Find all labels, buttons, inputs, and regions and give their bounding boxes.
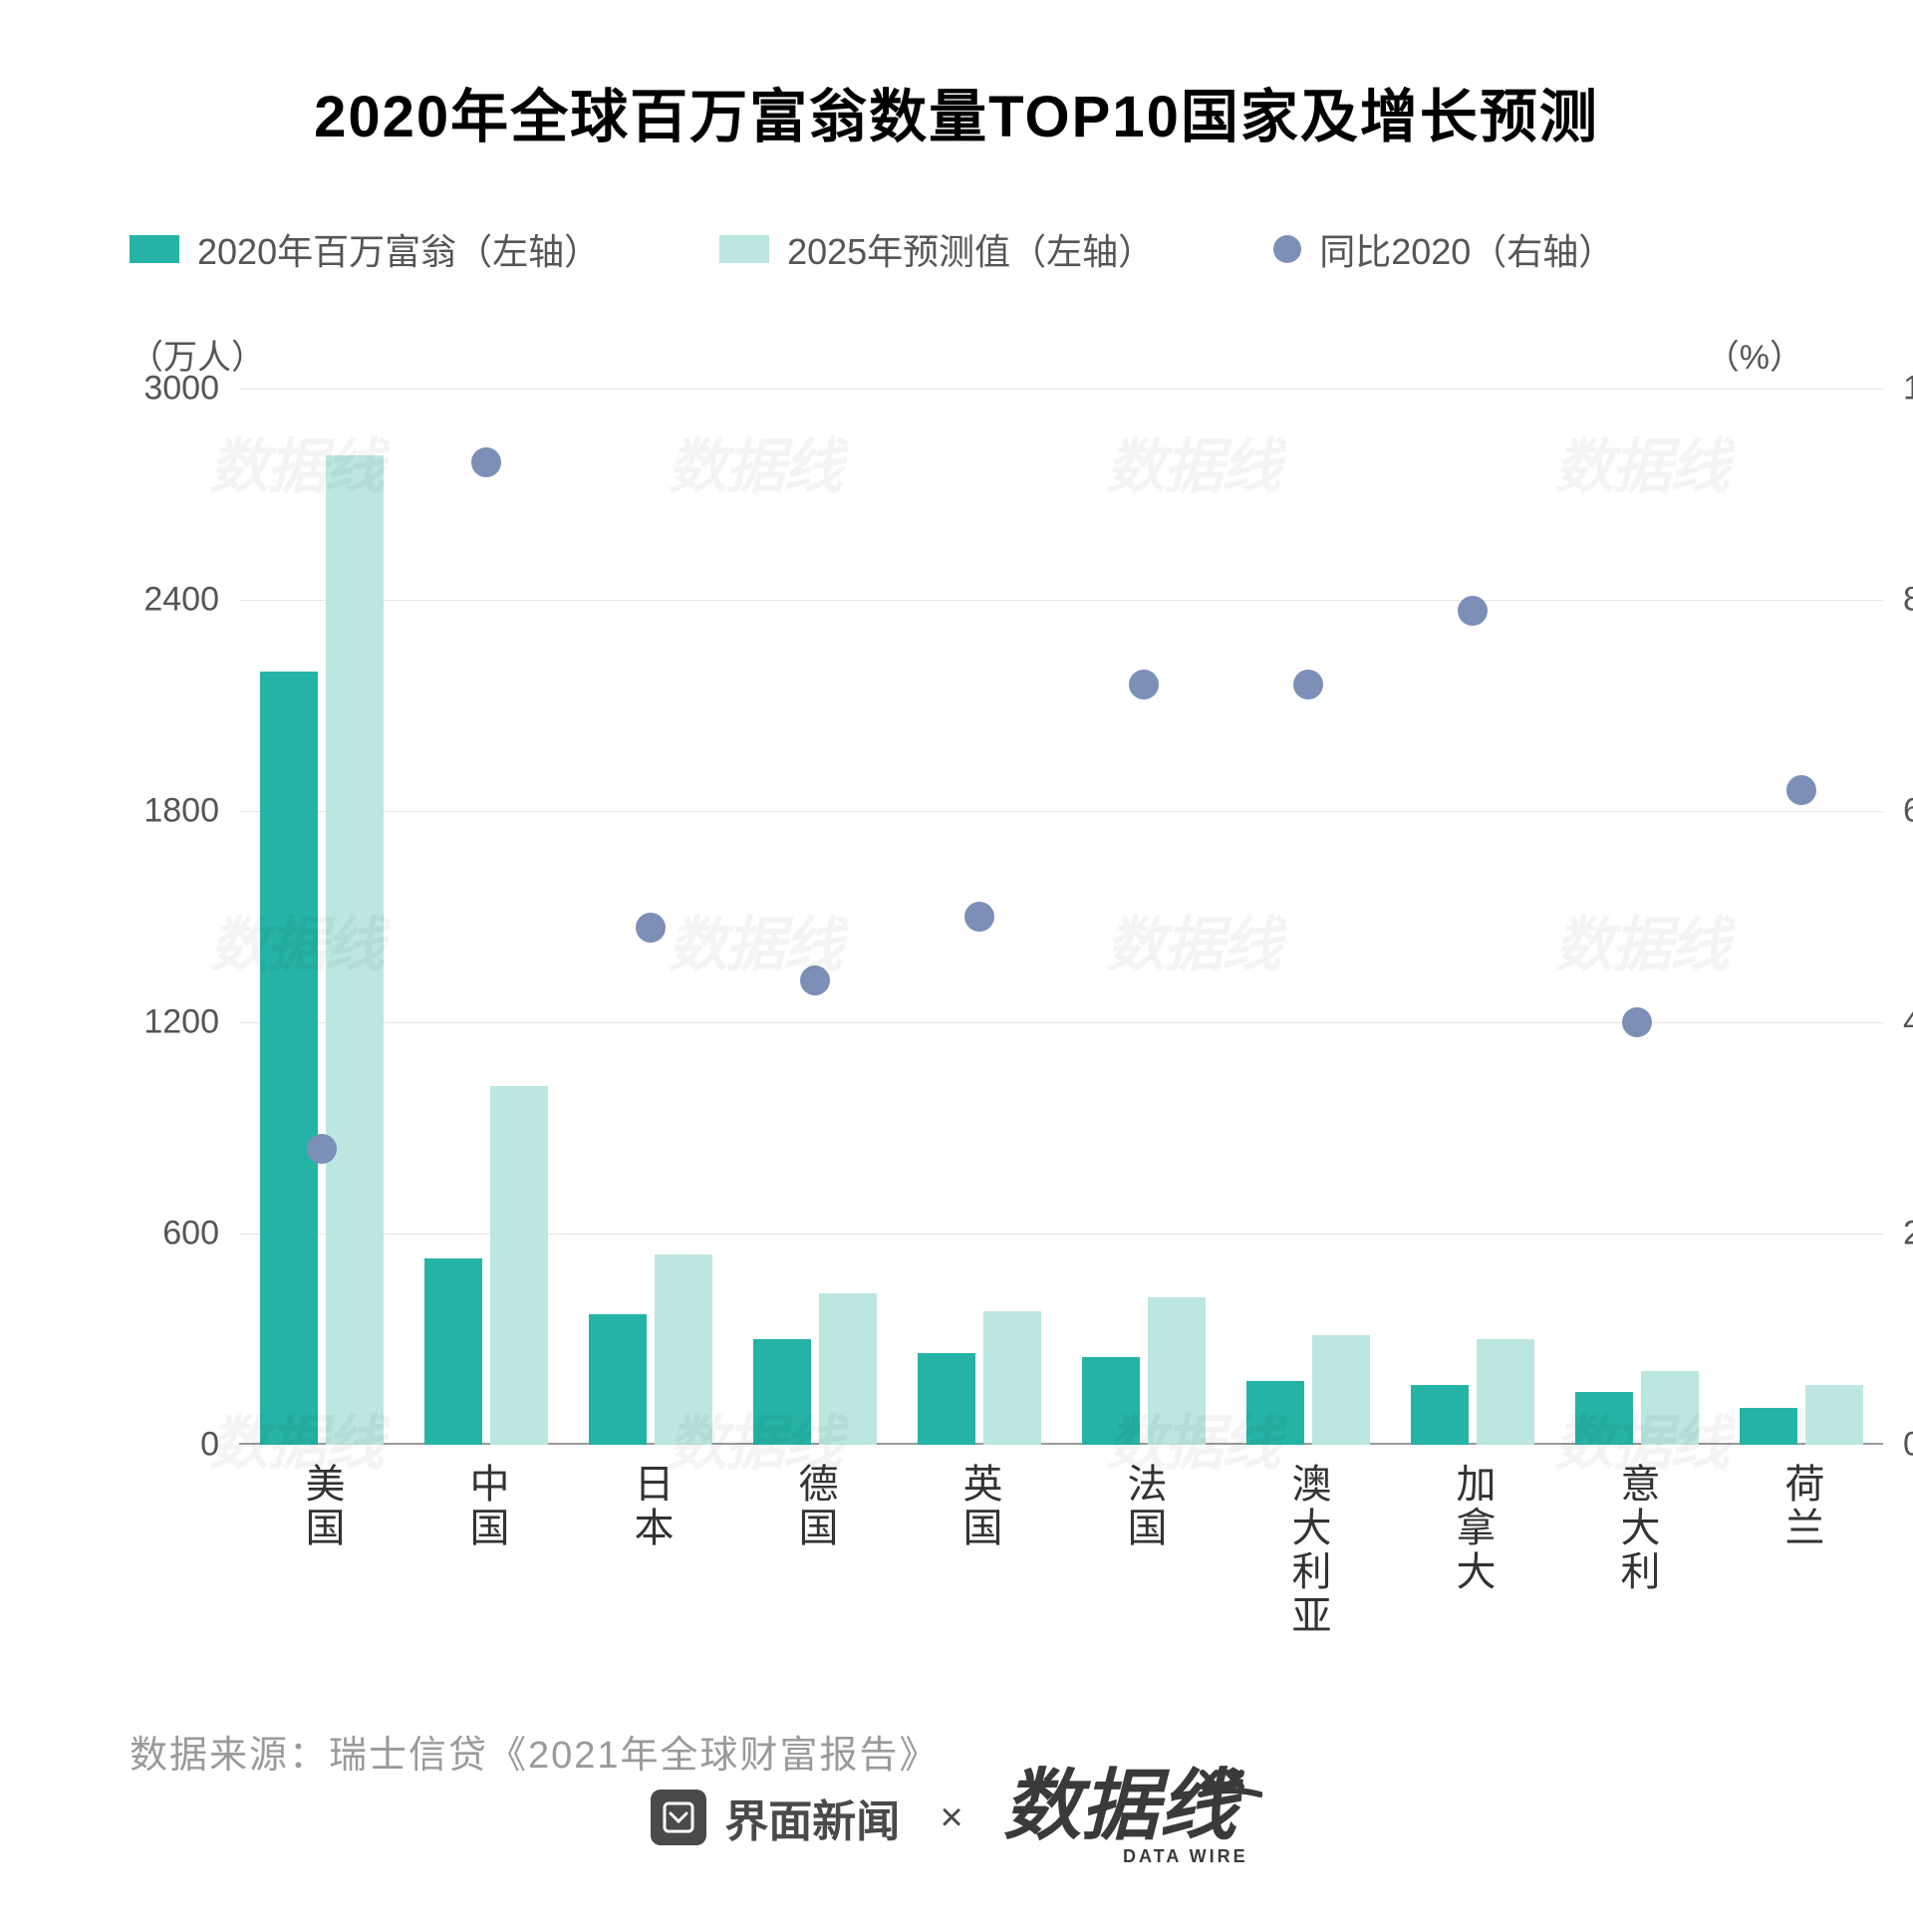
x-tick-label: 加拿大 — [1444, 1463, 1502, 1594]
brand-jiemian-text: 界面新闻 — [724, 1786, 900, 1849]
legend-label: 2020年百万富翁（左轴） — [197, 223, 600, 275]
bar-y2020 — [1082, 1357, 1140, 1445]
legend: 2020年百万富翁（左轴） 2025年预测值（左轴） 同比2020（右轴） — [130, 223, 1813, 275]
x-tick-label: 中国 — [457, 1463, 515, 1550]
growth-dot — [1622, 1007, 1652, 1037]
y-right-tick: 0 — [1903, 1426, 1913, 1465]
bar-y2020 — [1411, 1385, 1469, 1445]
y-left-tick: 0 — [120, 1426, 219, 1465]
x-tick-label: 法国 — [1115, 1463, 1173, 1550]
bar-group — [589, 1254, 712, 1445]
bar-y2025 — [983, 1311, 1041, 1445]
jiemian-logo-icon — [651, 1790, 706, 1845]
bar-group — [260, 455, 384, 1445]
x-tick-label: 日本 — [622, 1463, 680, 1550]
bar-group — [918, 1311, 1041, 1445]
bar-y2025 — [1148, 1297, 1206, 1445]
y-right-unit: （%） — [1706, 330, 1803, 379]
chart-title: 2020年全球百万富翁数量TOP10国家及增长预测 — [100, 70, 1813, 153]
legend-swatch-2020 — [130, 235, 179, 263]
chart-page: 2020年全球百万富翁数量TOP10国家及增长预测 2020年百万富翁（左轴） … — [0, 0, 1913, 1932]
legend-item-2025: 2025年预测值（左轴） — [719, 223, 1154, 275]
brand-separator: × — [940, 1795, 962, 1840]
brand-datawire-sub: DATA WIRE — [1123, 1846, 1248, 1866]
y-right-tick: 100 — [1903, 370, 1913, 409]
legend-label: 2025年预测值（左轴） — [787, 223, 1154, 275]
bar-y2025 — [655, 1254, 712, 1445]
growth-dot — [800, 966, 830, 995]
y-left-tick: 600 — [120, 1215, 219, 1253]
y-right-tick: 20 — [1903, 1215, 1913, 1253]
bar-y2020 — [589, 1314, 647, 1445]
bar-y2025 — [490, 1086, 548, 1445]
bar-y2020 — [753, 1339, 811, 1445]
growth-dot — [471, 447, 501, 477]
bar-y2020 — [918, 1353, 975, 1445]
growth-dot — [964, 902, 994, 932]
plot-area: 06001200180024003000020406080100 — [239, 389, 1883, 1445]
growth-dot — [1458, 596, 1488, 626]
bar-y2025 — [1805, 1385, 1863, 1445]
axis-units: （万人） （%） — [100, 330, 1813, 379]
y-left-tick: 2400 — [120, 581, 219, 620]
legend-swatch-growth — [1273, 235, 1301, 263]
x-tick-label: 德国 — [786, 1463, 844, 1550]
y-left-tick: 1800 — [120, 792, 219, 831]
x-tick-label: 荷兰 — [1773, 1463, 1830, 1550]
bar-y2020 — [260, 672, 318, 1445]
footer-brands: 界面新闻 × 数据线 DATA WIRE — [0, 1763, 1913, 1872]
y-left-tick: 1200 — [120, 1003, 219, 1042]
growth-dot — [1129, 670, 1159, 699]
y-left-tick: 3000 — [120, 370, 219, 409]
bar-y2025 — [819, 1293, 877, 1445]
x-tick-label: 英国 — [951, 1463, 1008, 1550]
growth-dot — [636, 913, 666, 943]
bar-y2025 — [326, 455, 384, 1445]
y-right-tick: 80 — [1903, 581, 1913, 620]
legend-label: 同比2020（右轴） — [1319, 223, 1614, 275]
legend-item-growth: 同比2020（右轴） — [1273, 223, 1614, 275]
growth-dot — [307, 1134, 337, 1164]
bar-group — [1246, 1335, 1370, 1445]
bar-group — [1740, 1385, 1863, 1445]
legend-swatch-2025 — [719, 235, 769, 263]
bar-y2025 — [1477, 1339, 1534, 1445]
bar-group — [753, 1293, 877, 1445]
brand-datawire: 数据线 DATA WIRE — [1003, 1763, 1262, 1872]
y-right-tick: 40 — [1903, 1003, 1913, 1042]
legend-item-2020: 2020年百万富翁（左轴） — [130, 223, 600, 275]
y-right-tick: 60 — [1903, 792, 1913, 831]
bar-group — [1575, 1371, 1699, 1445]
growth-dot — [1293, 670, 1323, 699]
bar-y2020 — [1575, 1392, 1633, 1445]
x-axis-labels: 美国 中国 日本 德国 英国 法国 澳大利亚 加拿大 意大利 荷兰 — [239, 1445, 1883, 1664]
bar-y2025 — [1641, 1371, 1699, 1445]
growth-dot — [1786, 775, 1816, 805]
bar-y2020 — [1740, 1408, 1797, 1445]
x-tick-label: 意大利 — [1608, 1463, 1666, 1594]
bar-y2025 — [1312, 1335, 1370, 1445]
bar-group — [1411, 1339, 1534, 1445]
x-tick-label: 美国 — [293, 1463, 351, 1550]
bar-group — [1082, 1297, 1206, 1445]
brand-jiemian: 界面新闻 — [651, 1786, 900, 1849]
bar-y2020 — [424, 1258, 482, 1445]
bar-y2020 — [1246, 1381, 1304, 1445]
bar-group — [424, 1086, 548, 1445]
x-tick-label: 澳大利亚 — [1279, 1463, 1337, 1638]
